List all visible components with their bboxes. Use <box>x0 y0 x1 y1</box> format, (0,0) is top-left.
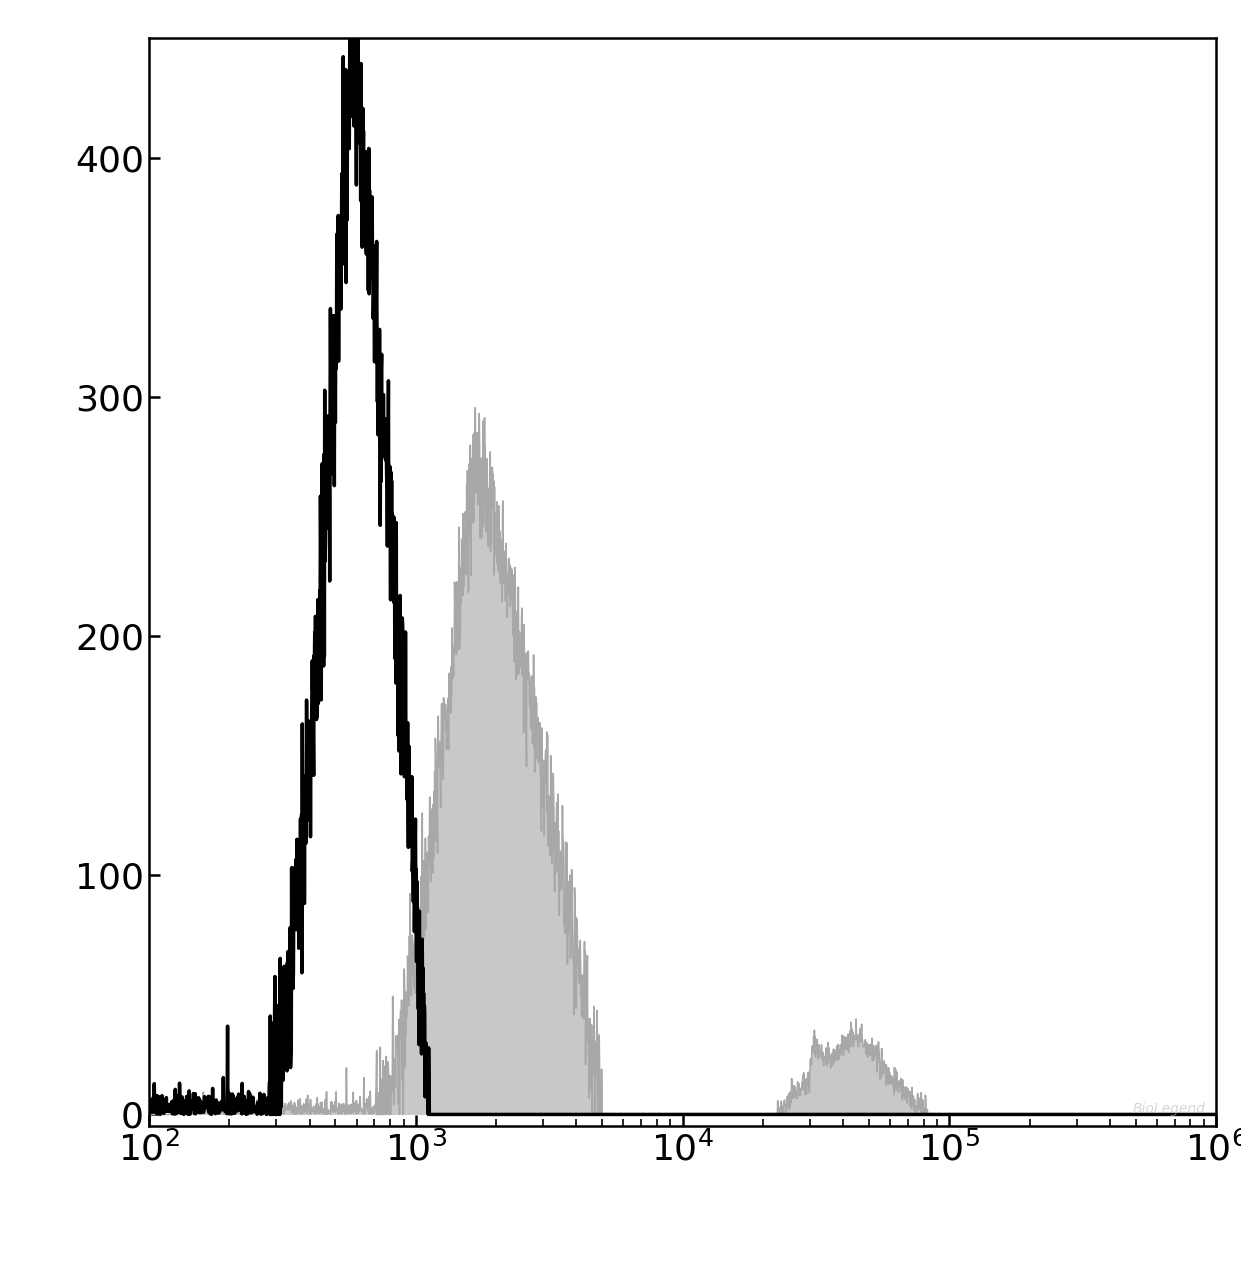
Text: BioLegend: BioLegend <box>1133 1102 1205 1115</box>
